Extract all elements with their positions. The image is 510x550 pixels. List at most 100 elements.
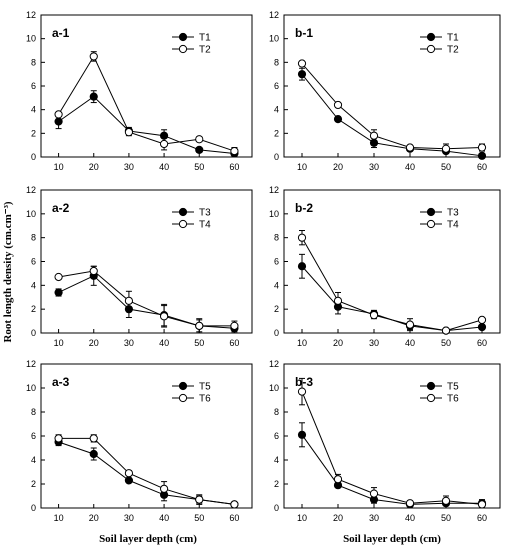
plot-frame: [40, 14, 253, 158]
x-tick-label: 30: [124, 513, 134, 523]
y-tick-label: 8: [31, 233, 36, 243]
y-tick-label: 0: [274, 328, 279, 338]
y-tick-label: 6: [31, 257, 36, 267]
x-tick-label: 40: [405, 162, 415, 172]
y-tick-label: 4: [31, 105, 36, 115]
legend-marker-T2: [426, 44, 436, 54]
y-tick-label: 12: [26, 185, 36, 195]
y-tick-label: 2: [31, 479, 36, 489]
x-tick-label: 30: [369, 513, 379, 523]
series-line-T2: [301, 63, 483, 150]
legend-marker-T6: [178, 393, 188, 403]
data-point-T2: [230, 146, 239, 156]
data-point-T6: [477, 500, 487, 509]
legend-label-T3: T3: [447, 208, 459, 219]
legend-label-T5: T5: [199, 382, 211, 393]
data-point-T4: [54, 272, 63, 282]
y-tick-label: 4: [31, 280, 36, 290]
y-tick-label: 12: [26, 10, 36, 20]
series-line-T5: [301, 434, 482, 505]
data-point-T4: [477, 315, 487, 324]
x-tick-label: 50: [441, 162, 451, 172]
x-tick-label: 50: [194, 338, 204, 348]
y-tick-label: 10: [26, 34, 36, 44]
data-point-T2: [297, 59, 307, 68]
data-point-T6: [124, 469, 134, 478]
x-axis-title-right: Soil layer depth (cm): [343, 533, 441, 545]
legend-label-T2: T2: [199, 45, 211, 56]
series-line-T4: [58, 270, 235, 327]
x-tick-label: 60: [477, 162, 487, 172]
data-point-T3: [297, 262, 307, 271]
x-tick-label: 20: [333, 162, 343, 172]
data-point-T2: [195, 135, 204, 144]
panel-label: b-3: [295, 375, 313, 389]
x-tick-label: 60: [477, 338, 487, 348]
data-point-T6: [54, 434, 63, 443]
data-point-T1: [297, 70, 307, 79]
data-point-T1: [54, 117, 63, 126]
x-tick-label: 50: [194, 162, 204, 172]
y-tick-label: 6: [31, 81, 36, 91]
x-tick-label: 10: [54, 162, 64, 172]
y-tick-label: 0: [31, 503, 36, 513]
data-point-T2: [333, 100, 343, 110]
x-tick-label: 50: [194, 513, 204, 523]
legend-marker-T5: [426, 381, 436, 391]
x-tick-label: 50: [441, 513, 451, 523]
series-line-T4: [301, 237, 483, 332]
panel-label: a-2: [52, 201, 70, 215]
x-tick-label: 30: [369, 338, 379, 348]
y-tick-label: 4: [274, 105, 279, 115]
legend-label-T6: T6: [199, 394, 211, 405]
x-tick-label: 60: [477, 513, 487, 523]
legend-marker-T2: [178, 44, 188, 54]
panel-label: a-1: [52, 26, 70, 40]
y-tick-label: 12: [26, 359, 36, 369]
y-tick-label: 8: [274, 57, 279, 67]
y-tick-label: 2: [31, 304, 36, 314]
plot-frame: [283, 14, 501, 158]
x-tick-label: 20: [333, 338, 343, 348]
legend-label-T3: T3: [199, 208, 211, 219]
data-point-T1: [195, 145, 204, 154]
legend-label-T4: T4: [199, 220, 211, 231]
legend-label-T1: T1: [199, 33, 211, 44]
x-tick-label: 30: [124, 162, 134, 172]
data-point-T6: [369, 489, 379, 498]
legend-marker-T6: [426, 393, 436, 403]
x-tick-label: 40: [159, 513, 169, 523]
y-tick-label: 12: [269, 359, 279, 369]
data-point-T4: [159, 312, 169, 321]
x-tick-label: 20: [89, 338, 99, 348]
y-tick-label: 0: [274, 152, 279, 162]
data-point-T3: [477, 322, 487, 332]
data-point-T2: [124, 128, 134, 137]
data-point-T1: [89, 92, 98, 101]
y-tick-label: 4: [31, 455, 36, 465]
data-point-T5: [89, 449, 98, 459]
x-tick-label: 10: [54, 513, 64, 523]
data-point-T4: [89, 266, 98, 276]
y-axis-title: Root length density (cm.cm⁻³): [2, 201, 14, 342]
data-point-T6: [405, 499, 415, 508]
legend-label-T4: T4: [447, 220, 459, 231]
series-line-T2: [58, 55, 235, 152]
y-tick-label: 10: [269, 34, 279, 44]
y-tick-label: 0: [31, 328, 36, 338]
plot-frame: [40, 189, 253, 334]
y-tick-label: 2: [274, 479, 279, 489]
data-point-T4: [333, 296, 343, 305]
data-point-T4: [297, 233, 307, 242]
plot-frame: [40, 363, 253, 509]
data-point-T5: [124, 476, 134, 485]
y-tick-label: 6: [31, 431, 36, 441]
data-point-T2: [159, 139, 169, 149]
data-point-T2: [89, 52, 98, 61]
y-tick-label: 4: [274, 280, 279, 290]
y-tick-label: 4: [274, 455, 279, 465]
y-tick-label: 8: [31, 407, 36, 417]
